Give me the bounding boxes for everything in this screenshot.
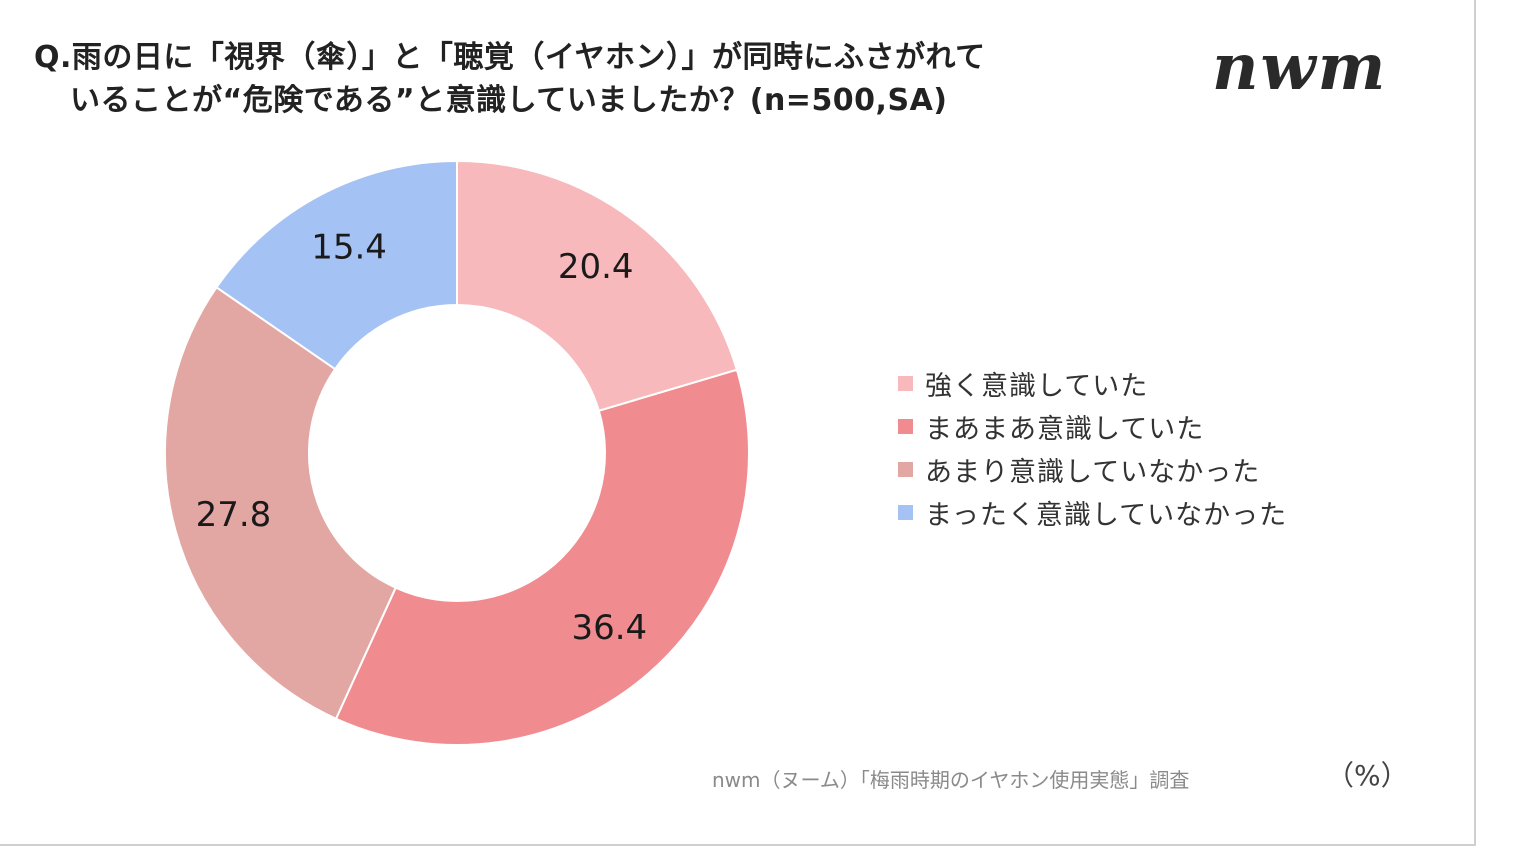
source-note: nwm（ヌーム）「梅雨時期のイヤホン使用実態」調査 [712,768,1190,792]
slice-value-label-1: 20.4 [558,247,634,287]
donut-chart: 20.4 36.4 27.8 15.4 [164,159,750,746]
donut-slice-2 [334,368,750,746]
brand-logo: nwm [1212,30,1388,105]
legend-swatch-1 [898,376,913,391]
slice-value-label-4: 15.4 [311,228,387,268]
unit-label: （%） [1326,759,1409,792]
legend-swatch-3 [898,462,913,477]
chart-legend: 強く意識していたまあまあ意識していたあまり意識していなかった まったく意識していな… [898,362,1287,534]
legend-item-3: あまり意識していなかった [898,448,1287,491]
legend-item-1: 強く意識していた [898,362,1287,405]
legend-swatch-4 [898,505,913,520]
legend-label-3: あまり意識していなかった [925,457,1261,488]
legend-label-4: まったく意識していなかった [925,500,1288,531]
slice-value-label-2: 36.4 [571,608,647,648]
donut-slice-1 [456,159,739,413]
donut-slices [164,159,750,746]
legend-swatch-2 [898,419,913,434]
slice-value-label-3: 27.8 [196,495,272,535]
donut-value-labels: 20.4 36.4 27.8 15.4 [196,228,648,648]
legend-label-1: 強く意識していた [925,371,1149,402]
donut-slice-3 [164,285,397,721]
chart-title-line1: Q.雨の日に「視界（傘）」と「聴覚（イヤホン）」が同時にふさがれて [34,40,986,75]
legend-label-2: まあまあ意識していた [925,414,1205,445]
chart-title: Q.雨の日に「視界（傘）」と「聴覚（イヤホン）」が同時にふさがれて いることが“… [34,36,1184,122]
legend-item-4: まったく意識していなかった [898,491,1287,534]
legend-item-2: まあまあ意識していた [898,405,1287,448]
donut-slice-4 [215,159,458,371]
chart-title-line2: いることが“危険である”と意識していましたか？(n=500,SA) [70,83,948,118]
